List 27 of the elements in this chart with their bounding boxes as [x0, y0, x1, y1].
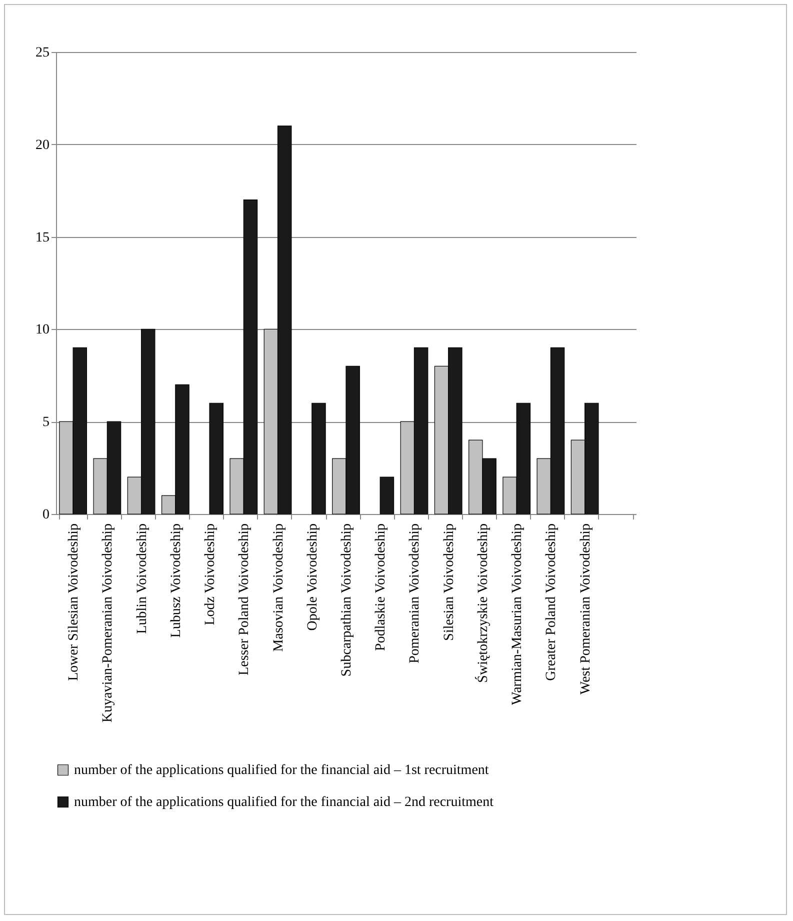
y-tick-label: 15 [36, 230, 50, 246]
x-tick-label: Lesser Poland Voivodeship [237, 524, 252, 676]
legend-label: number of the applications qualified for the financial aid – 1st recruitment [74, 763, 489, 778]
y-tick-label: 10 [36, 322, 50, 338]
x-tick-label: Silesian Voivodeship [442, 524, 457, 641]
x-tick-label: Lubusz Voivodeship [168, 524, 184, 638]
y-tick-label: 5 [42, 415, 50, 430]
bar [209, 402, 224, 514]
y-tick-label: 0 [42, 508, 50, 522]
y-tick-label: 25 [36, 46, 50, 60]
x-tick-label: Pomeranian Voivodeship [408, 524, 423, 664]
x-tick-label: Świętokrzyskie Voivodeship [474, 524, 491, 683]
x-tick-label: Subcarpathian Voivodeship [340, 524, 354, 677]
y-tick-label: 20 [36, 138, 50, 153]
x-tick-label: Warmian-Masurian Voivodeship [510, 524, 526, 705]
bar [380, 476, 394, 514]
x-tick-label: Masovian Voivodeship [271, 524, 286, 652]
x-tick-label: Lublin Voivodeship [134, 524, 150, 634]
x-tick-label: Opole Voivodeship [305, 524, 320, 631]
x-tick-label: Lower Silesian Voivodeship [66, 524, 82, 681]
x-tick-label: Greater Poland Voivodeship [544, 524, 560, 681]
x-tick-label: Podlaskie Voivodeship [374, 524, 389, 651]
legend-label: number of the applications qualified for the financial aid – 2nd recruitment [74, 795, 494, 810]
x-tick-label: Lodz Voivodeship [203, 524, 218, 626]
x-tick-label: West Pomeranian Voivodeship [578, 524, 594, 695]
bar [312, 402, 326, 514]
x-tick-label: Kuyavian-Pomeranian Voivodeship [100, 524, 116, 722]
